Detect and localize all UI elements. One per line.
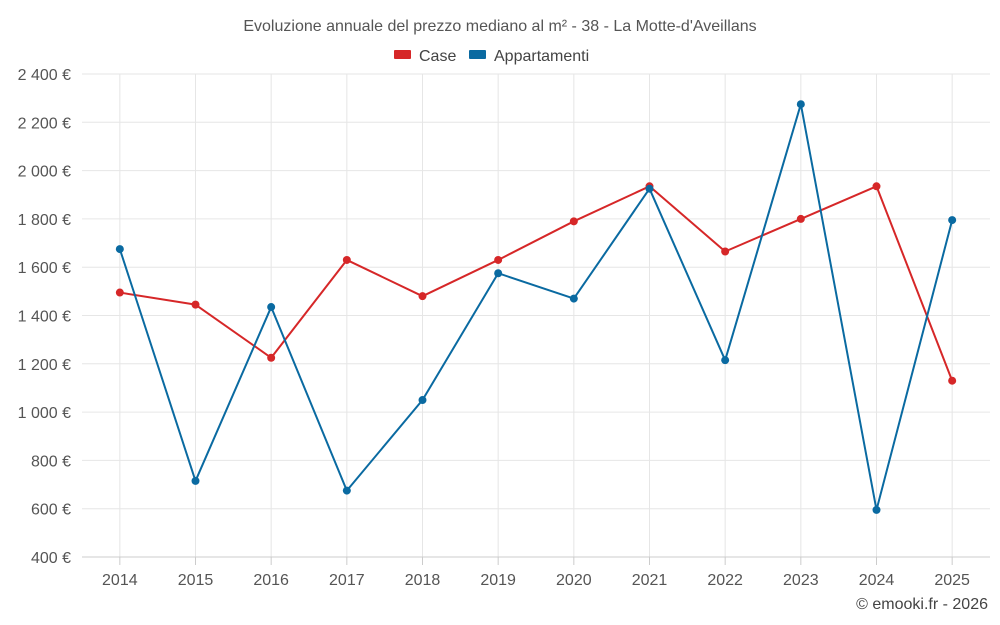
data-point-appartamenti[interactable] [796,100,805,109]
x-axis-ticks: 2014 2015 2016 2017 2018 2019 2020 2021 2022 2023… [102,557,970,589]
data-point-case[interactable] [115,288,124,297]
x-tick-label: 2024 [859,572,895,589]
series-line-case [119,185,954,382]
credit-text: © emooki.fr - 2026 [856,596,988,613]
y-axis-ticks: 400 € 600 € 800 € 1 000 € 1 200 € 1 400 € 1 60… [18,67,71,567]
series-lines [118,103,954,511]
data-point-appartamenti[interactable] [418,396,427,405]
y-tick-label: 400 € [31,550,71,567]
data-point-appartamenti[interactable] [721,356,730,365]
legend-swatch-appartamenti [469,50,486,59]
y-tick-label: 600 € [31,502,71,519]
legend-item-case[interactable]: Case [394,48,456,65]
x-tick-label: 2020 [556,572,592,589]
data-point-appartamenti[interactable] [645,184,654,193]
data-point-case[interactable] [569,217,578,226]
legend: Case Appartamenti [394,48,589,65]
x-tick-label: 2018 [405,572,441,589]
x-tick-label: 2017 [329,572,365,589]
data-point-appartamenti[interactable] [342,486,351,495]
data-point-case[interactable] [796,214,805,223]
gridlines [82,73,990,558]
data-point-appartamenti[interactable] [267,303,276,312]
y-tick-label: 1 000 € [18,405,71,422]
x-tick-label: 2025 [934,572,970,589]
data-point-appartamenti[interactable] [948,216,957,225]
data-point-appartamenti[interactable] [494,269,503,278]
y-tick-label: 800 € [31,453,71,470]
data-point-case[interactable] [267,353,276,362]
y-tick-label: 1 400 € [18,309,71,326]
data-point-case[interactable] [948,376,957,385]
y-tick-label: 1 600 € [18,260,71,277]
x-tick-label: 2016 [253,572,289,589]
data-point-case[interactable] [494,255,503,264]
data-point-case[interactable] [191,300,200,309]
data-point-appartamenti[interactable] [115,245,124,254]
x-tick-label: 2015 [178,572,214,589]
y-tick-label: 2 400 € [18,67,71,84]
x-tick-label: 2023 [783,572,819,589]
series-line-appartamenti [118,103,954,511]
data-point-appartamenti[interactable] [569,294,578,303]
data-point-case[interactable] [872,182,881,191]
legend-label-appartamenti: Appartamenti [494,48,589,65]
x-tick-label: 2019 [480,572,516,589]
y-tick-label: 2 200 € [18,115,71,132]
x-tick-label: 2022 [707,572,743,589]
legend-item-appartamenti[interactable]: Appartamenti [469,48,589,65]
legend-label-case: Case [419,48,456,65]
data-point-appartamenti[interactable] [872,505,881,514]
y-tick-label: 1 200 € [18,357,71,374]
x-tick-label: 2014 [102,572,138,589]
data-point-case[interactable] [418,292,427,301]
y-tick-label: 2 000 € [18,164,71,181]
data-point-case[interactable] [721,247,730,256]
y-tick-label: 1 800 € [18,212,71,229]
legend-swatch-case [394,50,411,59]
data-point-case[interactable] [342,255,351,264]
chart-title: Evoluzione annuale del prezzo mediano al… [243,18,756,35]
series-points [115,100,957,514]
data-point-appartamenti[interactable] [191,476,200,485]
x-tick-label: 2021 [632,572,668,589]
